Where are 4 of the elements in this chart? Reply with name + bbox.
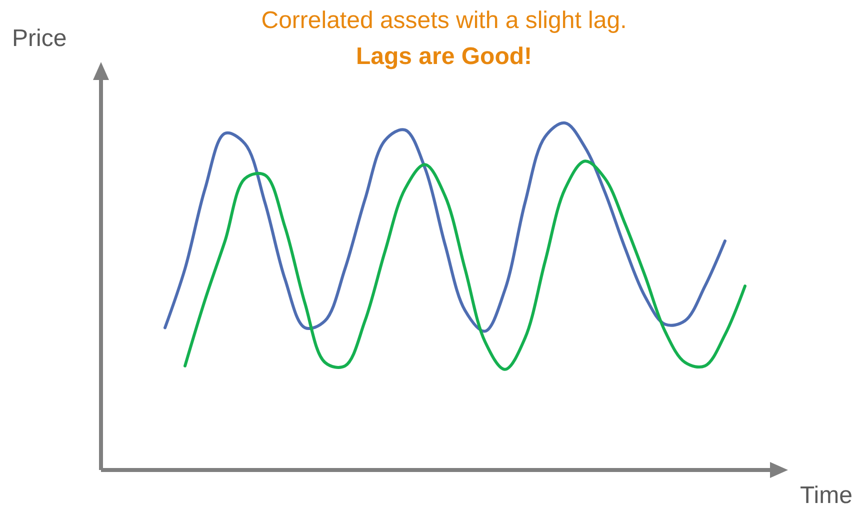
x-axis-title: Time [800, 482, 852, 509]
chart-subtitle: Lags are Good! [356, 43, 532, 70]
chart-title: Correlated assets with a slight lag. [261, 7, 627, 34]
y-axis-title: Price [12, 25, 67, 52]
